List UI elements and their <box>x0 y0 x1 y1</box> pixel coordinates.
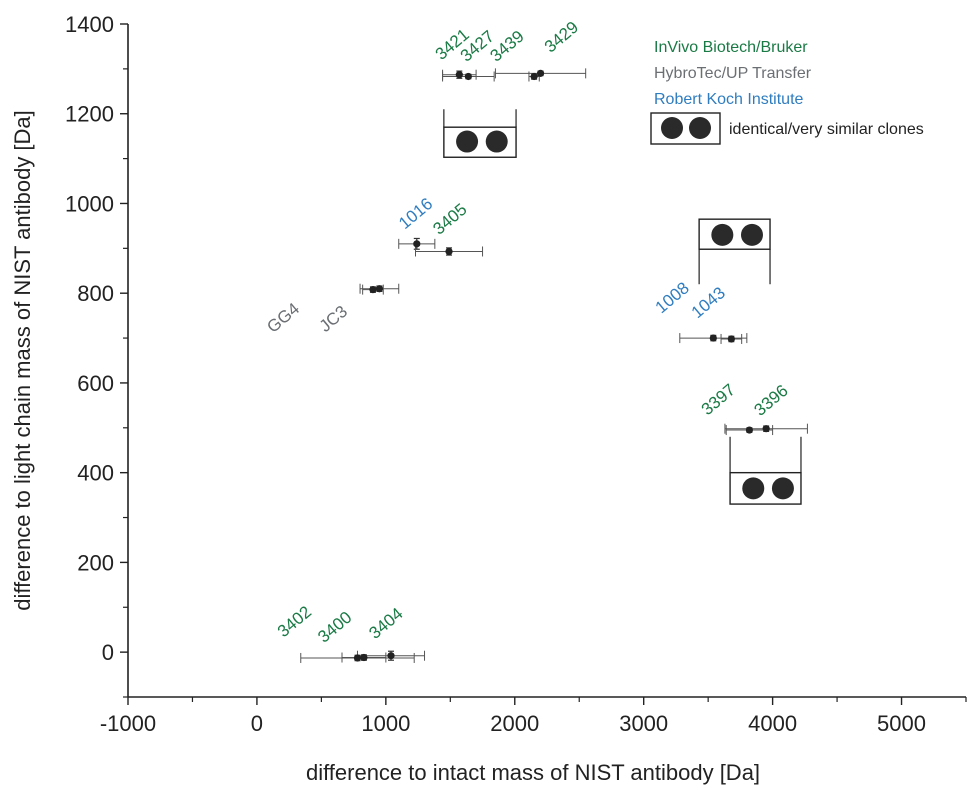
x-tick-label: -1000 <box>100 711 156 736</box>
point-label: 3400 <box>314 608 355 647</box>
point-label: 3439 <box>486 27 527 66</box>
point-label: 3429 <box>541 18 582 57</box>
point-label: 1008 <box>652 278 693 317</box>
y-tick-label: 0 <box>102 640 114 665</box>
point-label: 3397 <box>698 380 739 419</box>
data-point <box>369 286 377 294</box>
data-point <box>375 285 383 293</box>
x-tick-label: 3000 <box>619 711 668 736</box>
point-label: 3404 <box>365 604 406 643</box>
clone-box <box>443 126 517 158</box>
clone-circle <box>740 223 763 246</box>
axes-layer: -1000 0 1000 2000 3000 4000 5000 0 200 400 600 800 1… <box>10 12 967 785</box>
x-tick-label: 4000 <box>748 711 797 736</box>
point-label: 3396 <box>751 381 792 420</box>
data-point <box>727 335 735 343</box>
data-point <box>530 72 538 81</box>
data-point <box>762 425 770 433</box>
data-point <box>709 334 717 342</box>
point-label: GG4 <box>263 299 303 337</box>
clone-circle <box>485 130 508 153</box>
legend-clone-circle <box>689 117 711 139</box>
clone-box <box>698 218 771 250</box>
legend: InVivo Biotech/Bruker HybroTec/UP Transfe… <box>650 39 924 145</box>
legend-entry: Robert Koch Institute <box>654 91 804 108</box>
data-point <box>536 69 545 77</box>
clone-circle <box>456 130 479 153</box>
x-tick-label: 2000 <box>490 711 539 736</box>
point-label: 3402 <box>274 602 315 641</box>
clone-box <box>729 471 802 505</box>
legend-clone-label: identical/very similar clones <box>729 121 924 138</box>
data-point <box>413 240 421 248</box>
data-point <box>455 71 463 79</box>
y-tick-label: 1200 <box>65 102 114 127</box>
errorbar-layer <box>300 68 808 663</box>
clone-box-layer <box>443 109 802 505</box>
legend-clone-box <box>650 112 721 145</box>
legend-entry: InVivo Biotech/Bruker <box>654 39 808 56</box>
y-tick-label: 600 <box>77 371 114 396</box>
data-point <box>745 426 754 434</box>
point-layer <box>353 69 770 662</box>
data-point <box>445 247 453 256</box>
x-tick-label: 1000 <box>361 711 410 736</box>
data-point <box>464 72 472 81</box>
legend-entry: HybroTec/UP Transfer <box>654 65 812 82</box>
data-point <box>387 652 395 660</box>
y-tick-label: 1000 <box>65 191 114 216</box>
y-tick-label: 800 <box>77 281 114 306</box>
point-label: 3405 <box>429 200 470 239</box>
clone-circle <box>711 223 734 246</box>
point-label: 1043 <box>688 283 729 322</box>
y-tick-label: 200 <box>77 550 114 575</box>
x-axis-title: difference to intact mass of NIST antibo… <box>306 760 760 785</box>
x-tick-label: 5000 <box>877 711 926 736</box>
data-point <box>353 654 362 662</box>
y-axis-title: difference to light chain mass of NIST a… <box>10 110 35 611</box>
clone-circle <box>771 477 794 500</box>
data-point <box>360 653 368 662</box>
clone-circle <box>742 477 765 500</box>
point-label: JC3 <box>316 302 351 336</box>
y-tick-label: 1400 <box>65 12 114 37</box>
legend-clone-circle <box>661 117 683 139</box>
point-label: 1016 <box>395 194 436 233</box>
y-tick-label: 400 <box>77 461 114 486</box>
x-tick-label: 0 <box>251 711 263 736</box>
